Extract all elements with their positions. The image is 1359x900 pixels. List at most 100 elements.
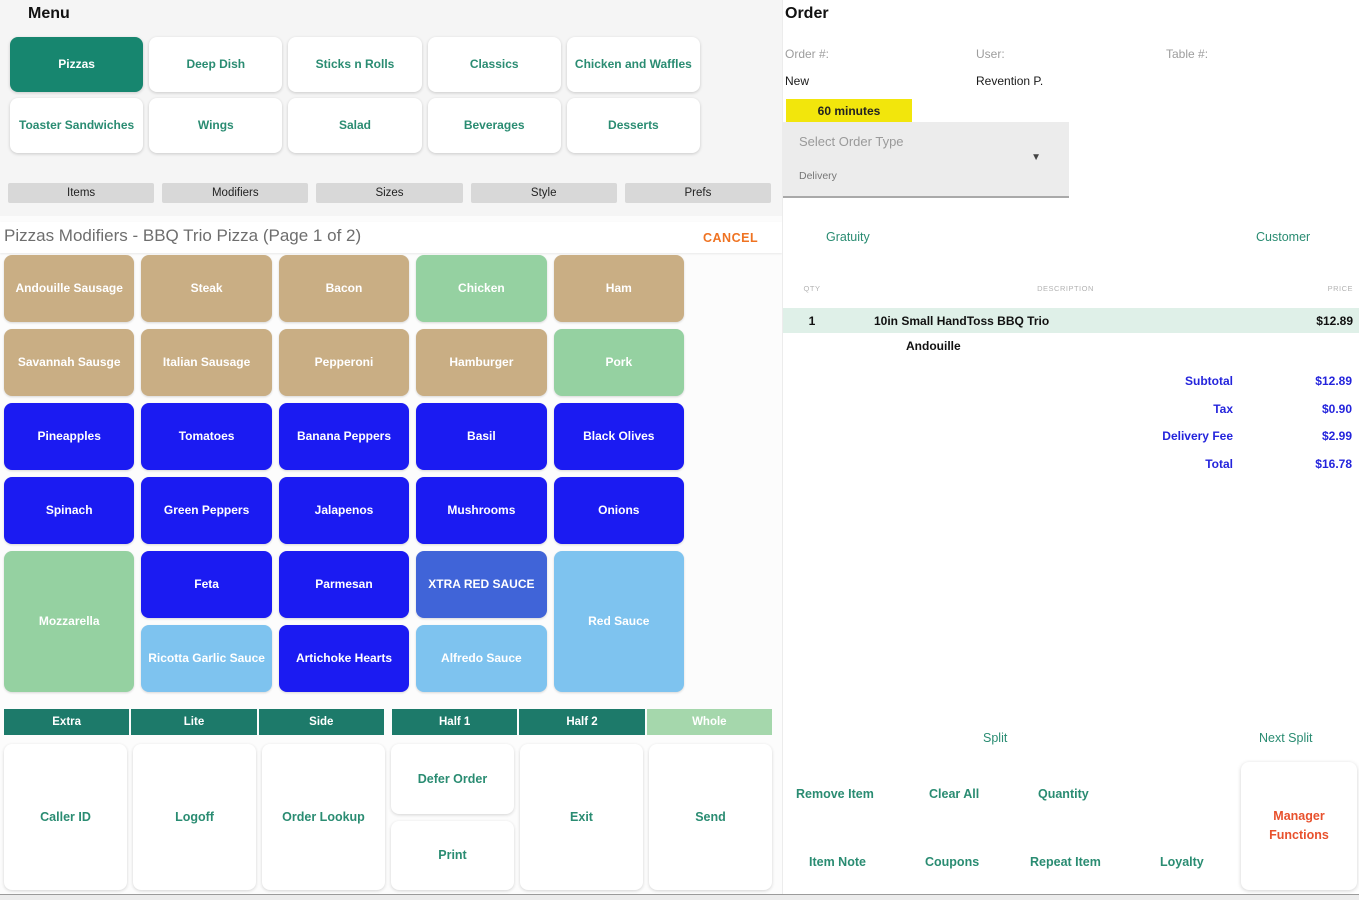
customer-button[interactable]: Customer <box>1256 230 1311 244</box>
qty-column-header: QTY <box>803 283 821 293</box>
portion-side-button[interactable]: Side <box>258 709 384 735</box>
tab-items[interactable]: Items <box>8 183 155 203</box>
half-2-button[interactable]: Half 2 <box>519 709 645 735</box>
modifier-artichoke-hearts[interactable]: Artichoke Hearts <box>278 625 410 692</box>
category-pizzas[interactable]: Pizzas <box>10 37 144 92</box>
portion-group-gap <box>384 709 392 735</box>
logoff-button[interactable]: Logoff <box>133 744 256 890</box>
modifier-spinach[interactable]: Spinach <box>4 477 135 544</box>
modifier-steak[interactable]: Steak <box>141 255 272 322</box>
portion-extra-button[interactable]: Extra <box>4 709 130 735</box>
modifier-italian-sausage[interactable]: Italian Sausage <box>141 329 272 396</box>
order-number-label: Order #: <box>785 47 830 61</box>
tab-modifiers[interactable]: Modifiers <box>162 183 309 203</box>
modifiers-title: Pizzas Modifiers - BBQ Trio Pizza (Page … <box>4 226 362 245</box>
category-chicken-and-waffles[interactable]: Chicken and Waffles <box>566 37 700 92</box>
modifier-savannah-sausge[interactable]: Savannah Sausge <box>4 329 135 396</box>
description-column-header: DESCRIPTION <box>1037 283 1094 293</box>
category-desserts[interactable]: Desserts <box>566 98 700 153</box>
clear-all-button[interactable]: Clear All <box>929 787 980 801</box>
repeat-item-button[interactable]: Repeat Item <box>1030 855 1101 869</box>
chevron-down-icon: ▼ <box>1031 152 1041 163</box>
modifier-bacon[interactable]: Bacon <box>278 255 410 322</box>
total-row: Total $16.78 <box>1032 450 1352 477</box>
modifier-pepperoni[interactable]: Pepperoni <box>278 329 410 396</box>
modifier-jalapenos[interactable]: Jalapenos <box>278 477 410 544</box>
order-lookup-button[interactable]: Order Lookup <box>262 744 385 890</box>
send-button[interactable]: Send <box>649 744 772 890</box>
modifier-xtra-red-sauce[interactable]: XTRA RED SAUCE <box>416 551 547 618</box>
modifier-chicken[interactable]: Chicken <box>416 255 547 322</box>
promise-time-badge[interactable]: 60 minutes <box>786 99 912 122</box>
caller-id-button[interactable]: Caller ID <box>4 744 127 890</box>
modifier-pineapples[interactable]: Pineapples <box>4 403 135 470</box>
cancel-button[interactable]: CANCEL <box>703 231 759 245</box>
modifier-pork[interactable]: Pork <box>553 329 684 396</box>
category-salad[interactable]: Salad <box>288 98 422 153</box>
coupons-button[interactable]: Coupons <box>925 855 980 869</box>
subtotal-label: Subtotal <box>1185 373 1233 388</box>
modifier-basil[interactable]: Basil <box>416 403 547 470</box>
modifier-black-olives[interactable]: Black Olives <box>553 403 684 470</box>
order-item-modifier: Andouille <box>906 339 961 353</box>
category-grid: Pizzas Deep Dish Sticks n Rolls Classics… <box>10 37 700 153</box>
gratuity-button[interactable]: Gratuity <box>826 230 870 244</box>
modifier-mozzarella[interactable]: Mozzarella <box>4 551 135 692</box>
modifier-grid: Andouille Sausage Steak Bacon Chicken Ha… <box>4 255 684 692</box>
menu-title: Menu <box>28 5 70 22</box>
function-button-row: Caller ID Logoff Order Lookup Defer Orde… <box>4 744 772 890</box>
modifier-tomatoes[interactable]: Tomatoes <box>141 403 272 470</box>
tab-prefs[interactable]: Prefs <box>624 183 772 203</box>
subtotal-row: Subtotal $12.89 <box>1032 367 1352 394</box>
category-beverages[interactable]: Beverages <box>427 98 561 153</box>
order-panel: Order Order #: User: Table #: New Revent… <box>782 0 1359 900</box>
modifier-green-peppers[interactable]: Green Peppers <box>141 477 272 544</box>
modifier-mushrooms[interactable]: Mushrooms <box>416 477 547 544</box>
modifier-feta[interactable]: Feta <box>141 551 272 618</box>
category-wings[interactable]: Wings <box>149 98 283 153</box>
modifier-alfredo-sauce[interactable]: Alfredo Sauce <box>416 625 547 692</box>
whole-button[interactable]: Whole <box>646 709 772 735</box>
modifier-hamburger[interactable]: Hamburger <box>416 329 547 396</box>
manager-functions-button[interactable]: Manager Functions <box>1241 762 1357 890</box>
order-type-value: Delivery <box>799 170 837 182</box>
user-label: User: <box>976 47 1005 61</box>
modifier-onions[interactable]: Onions <box>553 477 684 544</box>
category-deep-dish[interactable]: Deep Dish <box>149 37 283 92</box>
print-button[interactable]: Print <box>391 820 514 890</box>
order-item-qty: 1 <box>808 313 816 328</box>
mode-tab-row: Items Modifiers Sizes Style Prefs <box>8 183 772 203</box>
total-label: Total <box>1205 456 1233 471</box>
modifier-parmesan[interactable]: Parmesan <box>278 551 410 618</box>
tax-value: $0.90 <box>1321 401 1352 416</box>
quantity-button[interactable]: Quantity <box>1038 787 1089 801</box>
defer-order-button[interactable]: Defer Order <box>391 744 514 814</box>
half-1-button[interactable]: Half 1 <box>392 709 518 735</box>
order-type-label: Select Order Type <box>799 134 904 149</box>
modifier-andouille-sausage[interactable]: Andouille Sausage <box>4 255 135 322</box>
item-note-button[interactable]: Item Note <box>809 855 866 869</box>
order-type-dropdown[interactable]: Select Order Type Delivery ▼ <box>783 122 1069 198</box>
remove-item-button[interactable]: Remove Item <box>796 787 874 801</box>
portion-lite-button[interactable]: Lite <box>131 709 257 735</box>
delivery-fee-value: $2.99 <box>1321 428 1352 443</box>
modifier-banana-peppers[interactable]: Banana Peppers <box>278 403 410 470</box>
tax-label: Tax <box>1213 401 1233 416</box>
category-sticks-n-rolls[interactable]: Sticks n Rolls <box>288 37 422 92</box>
category-classics[interactable]: Classics <box>427 37 561 92</box>
loyalty-button[interactable]: Loyalty <box>1160 855 1204 869</box>
modifier-ricotta-garlic-sauce[interactable]: Ricotta Garlic Sauce <box>141 625 272 692</box>
menu-panel: Menu Pizzas Deep Dish Sticks n Rolls Cla… <box>4 5 772 890</box>
exit-button[interactable]: Exit <box>520 744 643 890</box>
next-split-button[interactable]: Next Split <box>1259 731 1313 745</box>
order-item-row[interactable]: 1 10in Small HandToss BBQ Trio $12.89 <box>783 308 1359 333</box>
modifier-ham[interactable]: Ham <box>553 255 684 322</box>
price-column-header: PRICE <box>1327 283 1353 293</box>
half-group: Half 1 Half 2 Whole <box>392 709 772 735</box>
category-toaster-sandwiches[interactable]: Toaster Sandwiches <box>10 98 144 153</box>
tab-style[interactable]: Style <box>470 183 617 203</box>
modifier-red-sauce[interactable]: Red Sauce <box>553 551 684 692</box>
order-item-price: $12.89 <box>1316 313 1353 328</box>
tab-sizes[interactable]: Sizes <box>316 183 463 203</box>
split-button[interactable]: Split <box>983 731 1008 745</box>
